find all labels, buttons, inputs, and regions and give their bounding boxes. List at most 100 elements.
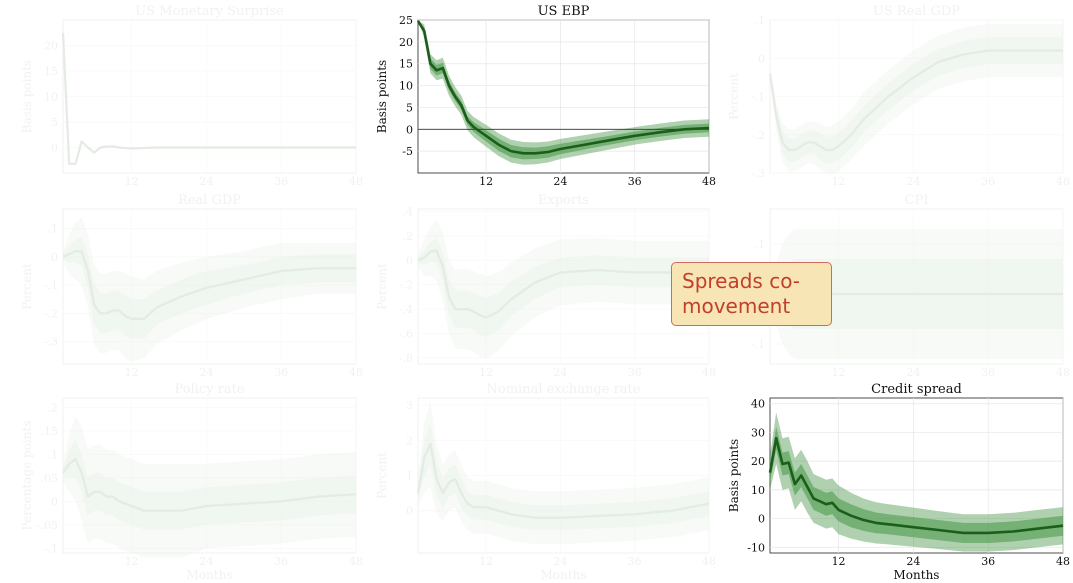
y-axis-label: Percent bbox=[375, 263, 389, 310]
x-axis-label: Months bbox=[894, 568, 940, 582]
y-tick-label: 20 bbox=[399, 36, 413, 49]
y-tick-label: .1 bbox=[48, 223, 59, 236]
chart-title: US EBP bbox=[538, 4, 590, 19]
y-tick-label: .05 bbox=[41, 472, 59, 485]
y-tick-label: .1 bbox=[755, 238, 766, 251]
y-tick-label: -.6 bbox=[399, 327, 413, 340]
confidence-band-inner bbox=[418, 238, 709, 338]
y-tick-label: 15 bbox=[399, 58, 413, 71]
x-tick-label: 24 bbox=[906, 175, 920, 188]
x-tick-label: 48 bbox=[349, 555, 363, 568]
y-tick-label: -.1 bbox=[44, 542, 58, 555]
x-tick-label: 24 bbox=[553, 555, 567, 568]
confidence-band-outer bbox=[63, 217, 356, 362]
y-tick-label: 0 bbox=[406, 254, 413, 267]
x-tick-label: 36 bbox=[274, 555, 288, 568]
y-axis-label: Percent bbox=[20, 263, 34, 310]
y-tick-label: 20 bbox=[751, 455, 765, 468]
y-tick-label: 5 bbox=[51, 116, 58, 129]
y-tick-label: 10 bbox=[44, 91, 58, 104]
x-tick-label: 24 bbox=[199, 366, 213, 379]
x-tick-label: 36 bbox=[981, 175, 995, 188]
y-tick-label: 3 bbox=[406, 399, 413, 412]
impulse-response-line bbox=[768, 436, 1064, 535]
y-tick-label: 25 bbox=[399, 14, 413, 27]
x-tick-label: 24 bbox=[199, 555, 213, 568]
y-tick-label: .2 bbox=[403, 230, 414, 243]
x-tick-label: 36 bbox=[628, 366, 642, 379]
y-tick-label: 20 bbox=[44, 40, 58, 53]
chart-panel-7: 12 24 36 48 -.1 -.05 0 .05 .1 .15 .2 Policy rate Per… bbox=[20, 382, 363, 582]
impulse-response-line bbox=[417, 249, 709, 319]
confidence-band-outer bbox=[418, 20, 709, 165]
y-axis-label: Percent bbox=[727, 73, 741, 120]
chart-panel-5: 12 24 36 48 -.8 -.6 -.4 -.2 0 .2 .4 Exports Percent bbox=[375, 193, 716, 379]
x-tick-label: 24 bbox=[199, 175, 213, 188]
x-tick-label: 36 bbox=[628, 555, 642, 568]
x-tick-label: 36 bbox=[628, 175, 642, 188]
y-axis-label: Percent bbox=[375, 452, 389, 499]
y-tick-label: -.2 bbox=[44, 307, 58, 320]
x-tick-label: 12 bbox=[832, 366, 846, 379]
impulse-response-line bbox=[768, 49, 1063, 152]
x-tick-label: 48 bbox=[349, 366, 363, 379]
x-tick-label: 12 bbox=[125, 555, 139, 568]
x-tick-label: 36 bbox=[981, 366, 995, 379]
x-tick-label: 36 bbox=[274, 175, 288, 188]
chart-title: Exports bbox=[538, 193, 589, 208]
x-tick-label: 36 bbox=[981, 555, 995, 568]
y-tick-label: -.3 bbox=[44, 335, 58, 348]
x-tick-label: 24 bbox=[906, 366, 920, 379]
x-tick-label: 12 bbox=[479, 366, 493, 379]
y-tick-label: -.1 bbox=[44, 279, 58, 292]
chart-title: Nominal exchange rate bbox=[487, 382, 641, 397]
confidence-band-outer bbox=[63, 416, 356, 558]
impulse-response-line bbox=[61, 32, 356, 165]
confidence-band-inner bbox=[770, 426, 1063, 543]
plot-frame bbox=[417, 208, 710, 365]
chart-panel-2: 12 24 36 48 -5 0 5 10 15 20 25 US EBP Basis points bbox=[375, 4, 716, 188]
y-tick-label: .1 bbox=[755, 14, 766, 27]
chart-title: Credit spread bbox=[871, 382, 962, 397]
y-tick-label: 0 bbox=[51, 142, 58, 155]
y-tick-label: 40 bbox=[751, 398, 765, 411]
x-tick-label: 12 bbox=[479, 555, 493, 568]
y-tick-label: 30 bbox=[751, 426, 765, 439]
x-tick-label: 36 bbox=[274, 366, 288, 379]
x-axis-label: Months bbox=[187, 568, 233, 582]
y-tick-label: -5 bbox=[402, 145, 413, 158]
y-axis-label: Basis points bbox=[20, 60, 34, 133]
confidence-band-outer bbox=[770, 23, 1063, 175]
x-tick-label: 48 bbox=[702, 555, 716, 568]
x-axis-label: Months bbox=[541, 568, 587, 582]
x-tick-label: 12 bbox=[125, 366, 139, 379]
plot-frame bbox=[62, 397, 357, 554]
y-tick-label: 2 bbox=[406, 434, 413, 447]
x-tick-label: 24 bbox=[906, 555, 920, 568]
y-tick-label: -.2 bbox=[399, 279, 413, 292]
y-tick-label: 0 bbox=[406, 123, 413, 136]
chart-panel-4: 12 24 36 48 -.3 -.2 -.1 0 .1 Real GDP Percent bbox=[20, 193, 363, 379]
y-tick-label: 1 bbox=[406, 470, 413, 483]
x-tick-label: 24 bbox=[553, 366, 567, 379]
impulse-response-line bbox=[416, 442, 710, 519]
y-tick-label: 0 bbox=[51, 495, 58, 508]
x-tick-label: 12 bbox=[125, 175, 139, 188]
x-tick-label: 48 bbox=[1056, 175, 1070, 188]
y-tick-label: -.3 bbox=[751, 167, 765, 180]
y-tick-label: .15 bbox=[41, 425, 59, 438]
y-tick-label: .2 bbox=[48, 401, 59, 414]
chart-panel-1: 12 24 36 48 0 5 10 15 20 US Monetary Surprise Basi… bbox=[20, 4, 363, 188]
y-tick-label: -.1 bbox=[751, 91, 765, 104]
x-tick-label: 48 bbox=[1056, 555, 1070, 568]
x-tick-label: 24 bbox=[553, 175, 567, 188]
impulse-response-line bbox=[62, 250, 356, 320]
chart-panel-9: 12 24 36 48 -10 0 10 20 30 40 Credit spread Basis p… bbox=[727, 382, 1070, 582]
chart-panel-3: 12 24 36 48 -.3 -.2 -.1 0 .1 US Real GDP Percent bbox=[727, 4, 1070, 188]
y-axis-label: Percentage points bbox=[20, 421, 34, 531]
x-tick-label: 12 bbox=[832, 175, 846, 188]
chart-title: Real GDP bbox=[178, 193, 241, 208]
chart-title: CPI bbox=[905, 193, 929, 208]
